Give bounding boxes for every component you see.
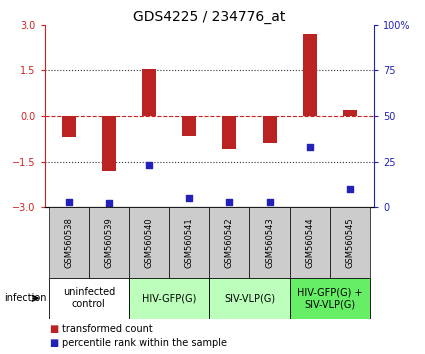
- Bar: [290, 278, 370, 319]
- Text: GSM560545: GSM560545: [346, 217, 354, 268]
- Bar: [89, 207, 129, 278]
- Text: SIV-VLP(G): SIV-VLP(G): [224, 293, 275, 303]
- Text: GSM560539: GSM560539: [105, 217, 113, 268]
- Text: GSM560543: GSM560543: [265, 217, 274, 268]
- Bar: [62, 116, 76, 137]
- Bar: [102, 116, 116, 171]
- Point: [306, 144, 313, 150]
- Text: HIV-GFP(G) +
SIV-VLP(G): HIV-GFP(G) + SIV-VLP(G): [297, 287, 363, 309]
- Text: transformed count: transformed count: [62, 324, 153, 333]
- Bar: [249, 207, 290, 278]
- Text: GSM560542: GSM560542: [225, 217, 234, 268]
- Text: uninfected
control: uninfected control: [62, 287, 115, 309]
- Bar: [343, 110, 357, 116]
- Text: HIV-GFP(G): HIV-GFP(G): [142, 293, 196, 303]
- Text: GSM560544: GSM560544: [305, 217, 314, 268]
- Bar: [263, 116, 277, 143]
- Point: [105, 201, 112, 206]
- Text: GSM560538: GSM560538: [64, 217, 73, 268]
- Point: [146, 162, 153, 168]
- Point: [186, 195, 193, 201]
- Bar: [303, 34, 317, 116]
- Bar: [222, 116, 236, 149]
- Bar: [330, 207, 370, 278]
- Text: ■: ■: [49, 324, 58, 333]
- Bar: [209, 278, 290, 319]
- Title: GDS4225 / 234776_at: GDS4225 / 234776_at: [133, 10, 286, 24]
- Point: [266, 199, 273, 205]
- Bar: [48, 278, 129, 319]
- Bar: [209, 207, 249, 278]
- Bar: [129, 207, 169, 278]
- Text: percentile rank within the sample: percentile rank within the sample: [62, 338, 227, 348]
- Bar: [169, 207, 210, 278]
- Point: [65, 199, 72, 205]
- Text: GSM560540: GSM560540: [144, 217, 153, 268]
- Bar: [290, 207, 330, 278]
- Text: infection: infection: [4, 293, 47, 303]
- Point: [226, 199, 233, 205]
- Bar: [182, 116, 196, 136]
- Text: ■: ■: [49, 338, 58, 348]
- Bar: [142, 69, 156, 116]
- Bar: [129, 278, 210, 319]
- Text: GSM560541: GSM560541: [185, 217, 194, 268]
- Point: [346, 186, 353, 192]
- Bar: [48, 207, 89, 278]
